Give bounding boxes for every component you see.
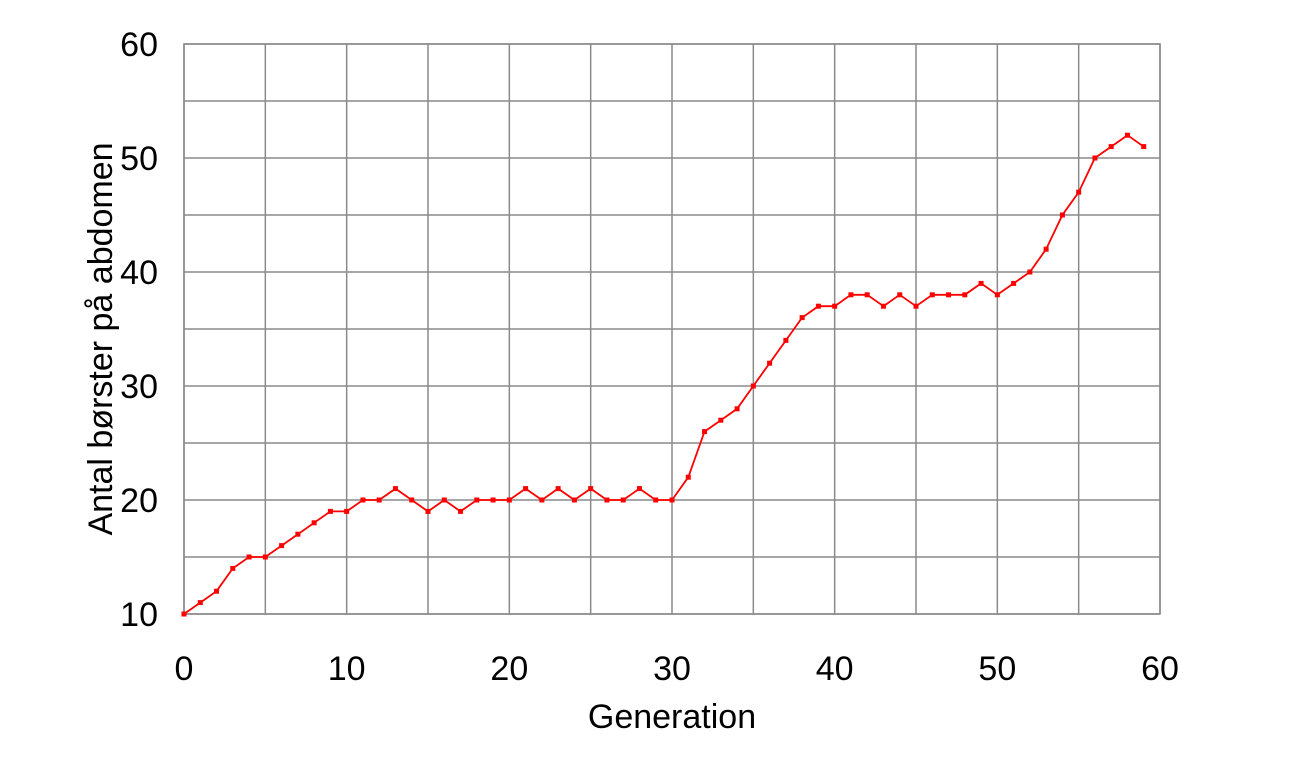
data-point (783, 337, 789, 343)
data-point (230, 565, 236, 571)
y-tick-label: 50 (120, 140, 158, 178)
y-tick-label: 10 (120, 596, 158, 634)
data-point (620, 497, 626, 503)
data-point (344, 508, 350, 514)
grid (183, 43, 1161, 615)
data-point (490, 497, 496, 503)
data-point (848, 292, 854, 298)
x-tick-label: 50 (978, 650, 1016, 688)
data-point (523, 486, 529, 492)
y-tick-label: 20 (120, 482, 158, 520)
x-tick-label: 0 (175, 650, 194, 688)
data-point (376, 497, 382, 503)
data-point (571, 497, 577, 503)
data-point (1027, 269, 1033, 275)
data-point (702, 429, 708, 435)
data-point (962, 292, 968, 298)
data-point (1124, 132, 1130, 138)
data-point (588, 486, 594, 492)
data-point (181, 611, 187, 617)
data-point (295, 531, 301, 537)
data-point (1059, 212, 1065, 218)
data-point (539, 497, 545, 503)
data-point (246, 554, 252, 560)
data-point (1043, 246, 1049, 252)
data-point (1011, 280, 1017, 286)
x-tick-label: 60 (1141, 650, 1179, 688)
data-point (458, 508, 464, 514)
data-point (1108, 144, 1114, 150)
x-tick-label: 30 (653, 650, 691, 688)
data-point (750, 383, 756, 389)
data-point (718, 417, 724, 423)
y-tick-label: 30 (120, 368, 158, 406)
data-point (864, 292, 870, 298)
y-axis-title: Antal børster på abdomen (82, 142, 120, 535)
data-point (360, 497, 366, 503)
data-point (946, 292, 952, 298)
y-axis-tick-labels: 10 20 30 40 50 60 (120, 26, 158, 634)
data-point (392, 486, 398, 492)
data-point (636, 486, 642, 492)
data-point (311, 520, 317, 526)
plot-area-border (183, 43, 1161, 615)
data-point (669, 497, 675, 503)
data-point (994, 292, 1000, 298)
x-tick-label: 40 (816, 650, 854, 688)
data-point (929, 292, 935, 298)
x-tick-label: 10 (328, 650, 366, 688)
data-point (734, 406, 740, 412)
data-point (832, 303, 838, 309)
data-point (799, 315, 805, 321)
data-point (214, 588, 220, 594)
data-point (897, 292, 903, 298)
data-point (815, 303, 821, 309)
y-tick-label: 60 (120, 26, 158, 64)
data-point (262, 554, 268, 560)
x-axis-title: Generation (588, 698, 756, 736)
data-point (425, 508, 431, 514)
data-point (685, 474, 691, 480)
data-point (327, 508, 333, 514)
data-point (978, 280, 984, 286)
data-point (767, 360, 773, 366)
data-point (506, 497, 512, 503)
data-point (474, 497, 480, 503)
data-point (1092, 155, 1098, 161)
x-tick-label: 20 (490, 650, 528, 688)
data-point (604, 497, 610, 503)
data-point (653, 497, 659, 503)
data-point (441, 497, 447, 503)
series-line (183, 134, 1145, 615)
x-axis-tick-labels: 0 10 20 30 40 50 60 (175, 650, 1179, 688)
data-point (1076, 189, 1082, 195)
y-tick-label: 40 (120, 254, 158, 292)
data-point (279, 543, 285, 549)
data-point (409, 497, 415, 503)
data-point (197, 600, 203, 606)
data-point (1141, 144, 1147, 150)
data-point (913, 303, 919, 309)
series-layer (181, 132, 1147, 617)
data-point (880, 303, 886, 309)
data-point (555, 486, 561, 492)
